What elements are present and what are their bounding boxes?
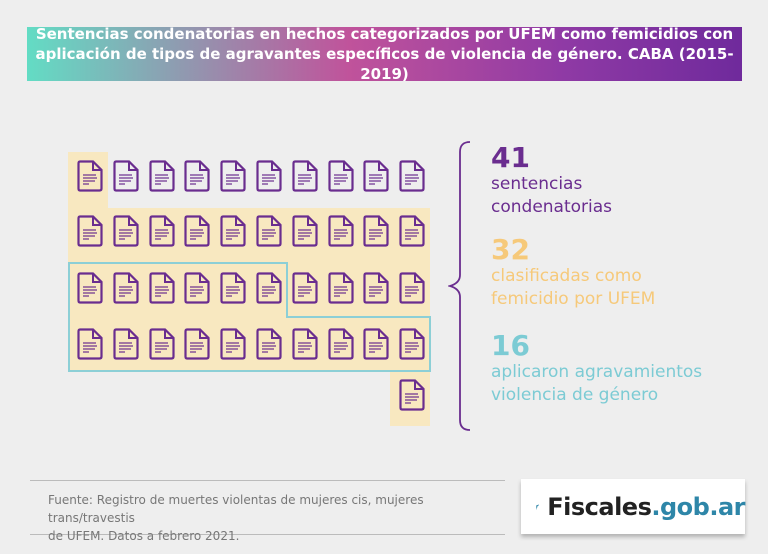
stat-agravantes: 16 aplicaron agravamientos violencia de …	[491, 331, 702, 407]
document-icon	[220, 160, 246, 192]
logo-text-main: Fiscales	[547, 492, 652, 521]
document-icon	[184, 272, 210, 304]
document-icon	[292, 215, 318, 247]
stat-value: 16	[491, 329, 530, 362]
stat-femicidio: 32 clasificadas como femicidio por UFEM	[491, 235, 655, 311]
document-icon	[77, 160, 103, 192]
document-icon	[327, 160, 354, 192]
document-icon	[77, 328, 103, 360]
document-icon	[399, 160, 425, 192]
stat-label: aplicaron agravamientos	[491, 362, 703, 382]
document-icon	[77, 215, 103, 247]
document-icon	[220, 272, 246, 304]
document-icon	[256, 160, 282, 192]
document-icon	[77, 272, 103, 304]
document-icon	[292, 272, 318, 304]
stat-label: violencia de género	[491, 385, 659, 405]
document-icon	[363, 160, 389, 192]
document-icon	[184, 328, 210, 360]
document-icon	[148, 328, 175, 360]
document-icon	[148, 160, 175, 192]
document-icon	[327, 215, 354, 247]
document-icon	[399, 328, 425, 360]
document-icon	[256, 215, 282, 247]
document-icon	[327, 272, 354, 304]
fiscales-logo: Fiscales.gob.ar	[521, 479, 745, 534]
fiscales-f-icon	[536, 503, 539, 509]
document-icon	[148, 215, 175, 247]
document-icon	[363, 215, 389, 247]
document-icon	[113, 272, 139, 304]
document-icon	[256, 328, 282, 360]
document-icon	[327, 328, 354, 360]
source-line-2: de UFEM. Datos a febrero 2021.	[48, 529, 240, 543]
document-icon	[399, 272, 425, 304]
document-icon	[113, 328, 139, 360]
document-icon	[363, 272, 389, 304]
stat-value: 32	[491, 233, 530, 266]
document-icon	[184, 160, 210, 192]
brace	[448, 141, 471, 431]
document-icon	[363, 328, 389, 360]
document-icon	[399, 215, 425, 247]
document-icon	[399, 379, 425, 411]
document-icon	[220, 215, 246, 247]
stat-label: condenatorias	[491, 197, 613, 217]
source-note: Fuente: Registro de muertes violentas de…	[30, 480, 505, 543]
document-icon	[113, 160, 139, 192]
document-icon	[148, 272, 175, 304]
document-icon	[256, 272, 282, 304]
document-icon	[113, 215, 139, 247]
stat-value: 41	[491, 141, 530, 174]
title-line-1: Sentencias condenatorias en hechos categ…	[35, 25, 734, 43]
document-icon	[292, 328, 318, 360]
title-banner: Sentencias condenatorias en hechos categ…	[27, 25, 742, 83]
logo-text-domain: .gob.ar	[651, 492, 745, 521]
agravantes-outline	[286, 316, 431, 318]
stat-label: femicidio por UFEM	[491, 289, 656, 309]
document-icon	[292, 160, 318, 192]
document-icon	[220, 328, 246, 360]
agravantes-outline	[68, 262, 288, 318]
stat-total: 41 sentencias condenatorias	[491, 143, 612, 219]
stat-label: clasificadas como	[491, 266, 642, 286]
title-line-2: aplicación de tipos de agravantes especí…	[35, 45, 734, 83]
stat-label: sentencias	[491, 174, 583, 194]
source-line-1: Fuente: Registro de muertes violentas de…	[48, 493, 424, 525]
document-icon	[184, 215, 210, 247]
agravantes-outline	[68, 316, 431, 372]
